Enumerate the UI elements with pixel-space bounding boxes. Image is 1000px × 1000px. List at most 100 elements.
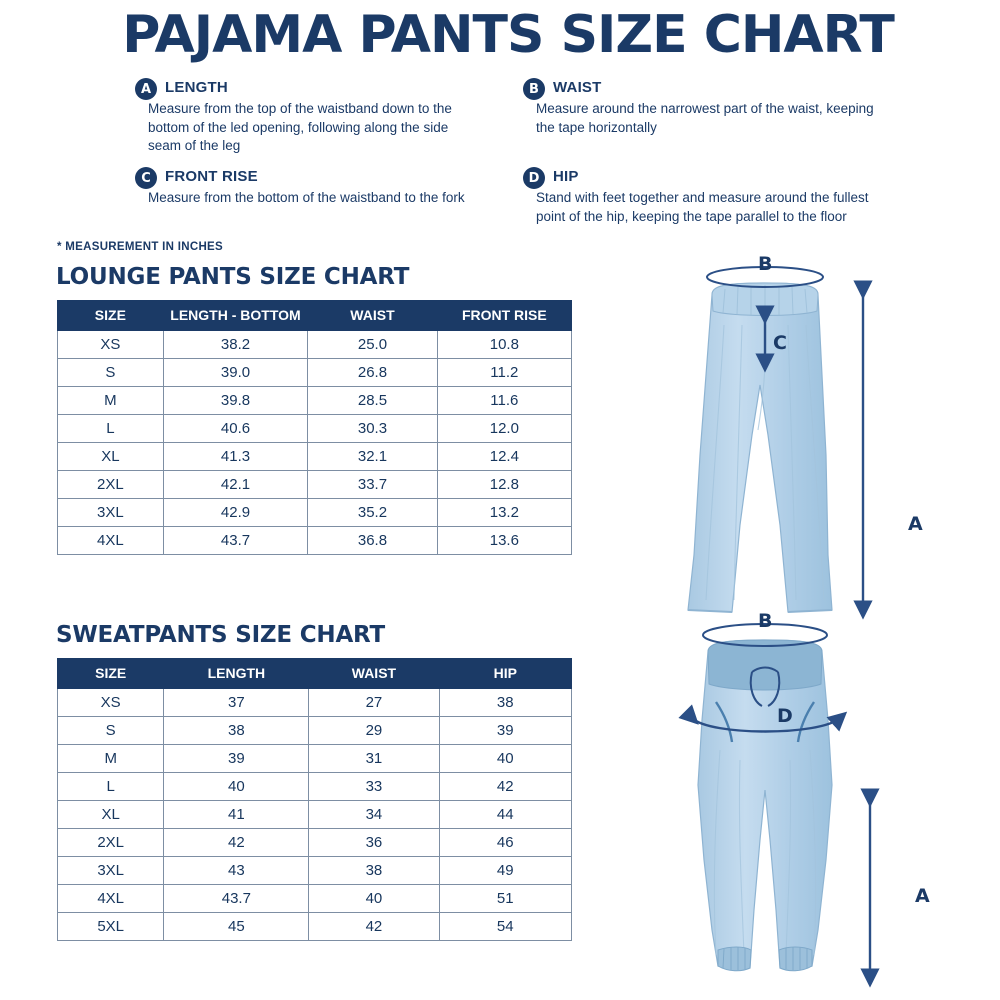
table-header-row: SIZE LENGTH - BOTTOM WAIST FRONT RISE	[57, 299, 573, 332]
legend-text-b: Measure around the narrowest part of the…	[536, 101, 874, 135]
cell-waist: 30.3	[307, 414, 438, 444]
cell-waist: 40	[308, 884, 440, 914]
cell-front-rise: 12.0	[436, 414, 573, 444]
table-row: L 40.6 30.3 12.0	[57, 414, 573, 444]
cell-front-rise: 11.2	[436, 358, 573, 388]
cell-waist: 28.5	[307, 386, 438, 416]
drawstring-knot	[751, 666, 779, 673]
legend-badge-a: A	[135, 78, 157, 100]
fabric-folds	[705, 324, 825, 601]
cell-front-rise: 12.8	[436, 470, 573, 500]
cell-hip: 54	[438, 912, 572, 942]
table-row: M 39.8 28.5 11.6	[57, 386, 573, 416]
cell-waist: 36.8	[307, 526, 438, 556]
cell-length: 41	[163, 800, 310, 830]
cell-front-rise: 12.4	[436, 442, 573, 472]
cell-waist: 34	[308, 800, 440, 830]
cell-size: XS	[57, 330, 164, 360]
table-row: S 39.0 26.8 11.2	[57, 358, 573, 388]
fabric-folds	[713, 749, 817, 956]
cell-size: 4XL	[56, 884, 165, 914]
cell-size: 4XL	[57, 526, 164, 556]
lounge-pants-size-table: SIZE LENGTH - BOTTOM WAIST FRONT RISE XS…	[57, 299, 573, 556]
cell-waist: 33.7	[307, 470, 438, 500]
lounge-pants-figure	[687, 266, 873, 620]
table-row: 2XL 42 36 46	[56, 828, 572, 858]
cell-length: 45	[163, 912, 310, 942]
cell-size: XS	[56, 688, 165, 718]
cell-size: S	[57, 358, 164, 388]
col-header-size: SIZE	[56, 657, 165, 690]
cell-length: 42	[163, 828, 310, 858]
table-row: XS 37 27 38	[56, 688, 572, 718]
sweat-label-a: A	[915, 885, 930, 907]
sweat-label-d: D	[777, 705, 793, 727]
cell-size: 2XL	[56, 828, 165, 858]
waistband-pleats	[722, 285, 808, 315]
left-cuff	[687, 609, 733, 613]
lounge-pants-illustration: B C A	[620, 253, 1000, 625]
table-row: 3XL 42.9 35.2 13.2	[57, 498, 573, 528]
cell-length: 43	[163, 856, 310, 886]
right-cuff	[787, 609, 833, 613]
table-row: 3XL 43 38 49	[56, 856, 572, 886]
col-header-hip: HIP	[438, 657, 572, 690]
left-ribbed-cuff	[717, 946, 752, 972]
cell-size: M	[57, 386, 164, 416]
cell-hip: 39	[438, 716, 572, 746]
table-row: L 40 33 42	[56, 772, 572, 802]
col-header-length-bottom: LENGTH - BOTTOM	[162, 299, 309, 332]
cell-hip: 51	[438, 884, 572, 914]
sweat-label-b: B	[758, 610, 773, 632]
legend-text-d: Stand with feet together and measure aro…	[536, 190, 869, 224]
sweatpants-size-table: SIZE LENGTH WAIST HIP XS 37 27 38 S 38 2…	[56, 657, 572, 942]
table-row: 4XL 43.7 36.8 13.6	[57, 526, 573, 556]
waist-measure-ellipse	[702, 623, 828, 647]
legend-heading-c: FRONT RISE	[165, 168, 258, 185]
table-row: M 39 31 40	[56, 744, 572, 774]
page-title: PAJAMA PANTS SIZE CHART	[122, 5, 895, 65]
sweatpants-figure	[678, 623, 880, 988]
cell-length: 40.6	[162, 414, 309, 444]
legend-heading-b: WAIST	[553, 79, 602, 96]
sweatpants-table-title: SWEATPANTS SIZE CHART	[56, 622, 386, 648]
cell-hip: 40	[438, 744, 572, 774]
cell-length: 40	[163, 772, 310, 802]
table-row: S 38 29 39	[56, 716, 572, 746]
pants-shape	[687, 282, 833, 613]
cell-size: 2XL	[57, 470, 164, 500]
cell-length: 39.0	[162, 358, 309, 388]
cell-waist: 25.0	[307, 330, 438, 360]
table-row: 2XL 42.1 33.7 12.8	[57, 470, 573, 500]
cell-length: 43.7	[163, 884, 310, 914]
cell-size: L	[56, 772, 165, 802]
table-header-row: SIZE LENGTH WAIST HIP	[56, 657, 572, 690]
legend-heading-a: LENGTH	[165, 79, 228, 96]
cell-hip: 49	[438, 856, 572, 886]
col-header-front-rise: FRONT RISE	[436, 299, 573, 332]
cell-length: 41.3	[162, 442, 309, 472]
cell-size: XL	[56, 800, 165, 830]
cell-waist: 33	[308, 772, 440, 802]
cell-size: L	[57, 414, 164, 444]
cuff-ribs	[722, 947, 808, 970]
cell-length: 42.9	[162, 498, 309, 528]
cell-size: S	[56, 716, 165, 746]
cell-front-rise: 13.6	[436, 526, 573, 556]
cell-length: 42.1	[162, 470, 309, 500]
cell-hip: 42	[438, 772, 572, 802]
col-header-waist: WAIST	[307, 299, 438, 332]
col-header-size: SIZE	[57, 299, 164, 332]
legend-badge-c: C	[135, 167, 157, 189]
cell-waist: 38	[308, 856, 440, 886]
lounge-table-title: LOUNGE PANTS SIZE CHART	[56, 264, 410, 290]
hip-measure-curve	[678, 704, 848, 733]
cell-size: M	[56, 744, 165, 774]
cell-front-rise: 13.2	[436, 498, 573, 528]
cell-waist: 35.2	[307, 498, 438, 528]
col-header-length: LENGTH	[163, 657, 310, 690]
cell-hip: 44	[438, 800, 572, 830]
legend-text-c: Measure from the bottom of the waistband…	[148, 190, 465, 205]
cell-waist: 42	[308, 912, 440, 942]
